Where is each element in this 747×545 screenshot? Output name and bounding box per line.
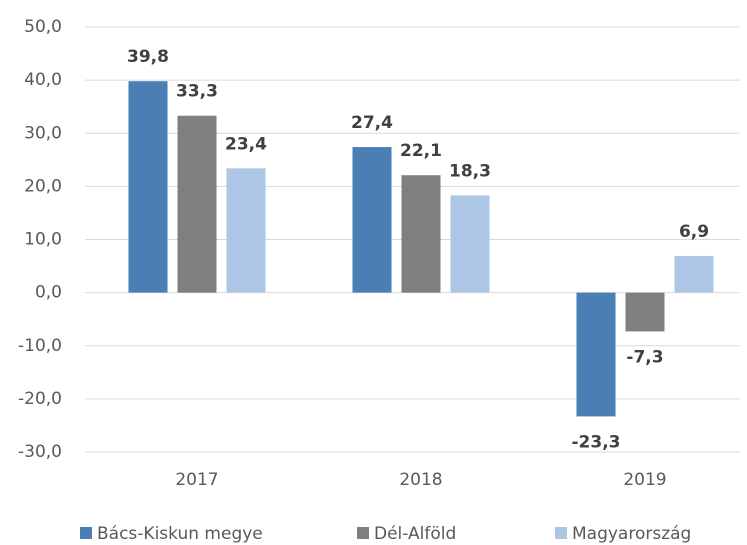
data-label: 39,8 xyxy=(127,47,169,67)
y-tick-label: -20,0 xyxy=(18,389,62,409)
bar xyxy=(450,195,490,293)
bar xyxy=(226,168,266,293)
y-tick-label: 0,0 xyxy=(35,283,62,303)
y-tick-label: 50,0 xyxy=(24,17,62,37)
x-tick-label: 2017 xyxy=(175,470,218,490)
bar xyxy=(674,255,714,293)
data-label: 27,4 xyxy=(351,113,393,133)
legend-label: Bács-Kiskun megye xyxy=(97,524,263,544)
bar xyxy=(401,175,441,293)
data-label: 6,9 xyxy=(679,222,709,242)
x-tick-label: 2018 xyxy=(399,470,442,490)
legend-label: Magyarország xyxy=(572,524,691,544)
y-tick-label: 10,0 xyxy=(24,230,62,250)
y-tick-label: -10,0 xyxy=(18,336,62,356)
y-tick-label: 20,0 xyxy=(24,176,62,196)
legend-marker xyxy=(357,527,369,539)
y-tick-label: 40,0 xyxy=(24,70,62,90)
y-tick-label: 30,0 xyxy=(24,123,62,143)
legend-marker xyxy=(555,527,567,539)
legend-label: Dél-Alföld xyxy=(374,524,456,544)
bar xyxy=(625,292,665,332)
data-label: 33,3 xyxy=(176,82,218,102)
bar xyxy=(576,292,616,417)
legend-marker xyxy=(80,527,92,539)
data-label: 22,1 xyxy=(400,141,442,161)
bar xyxy=(177,115,217,293)
x-tick-label: 2019 xyxy=(623,470,666,490)
data-label: 23,4 xyxy=(225,134,267,154)
bar xyxy=(352,147,392,293)
data-label: -23,3 xyxy=(572,432,621,452)
bar xyxy=(128,81,168,293)
data-label: 18,3 xyxy=(449,161,491,181)
y-tick-label: -30,0 xyxy=(18,442,62,462)
data-label: -7,3 xyxy=(626,347,663,367)
